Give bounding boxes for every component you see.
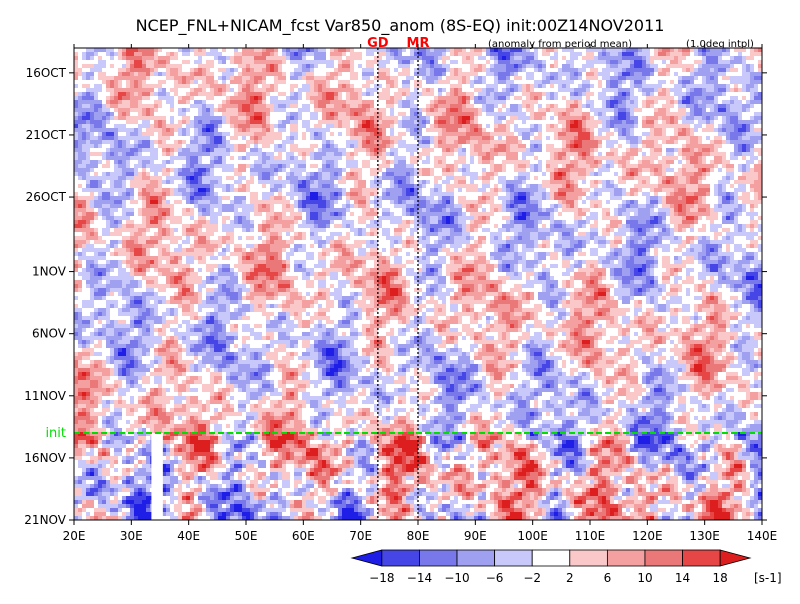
colorbar-swatch — [532, 550, 570, 566]
colorbar-tick-label: 6 — [604, 571, 612, 585]
x-tick-label: 140E — [747, 529, 778, 543]
x-tick-label: 130E — [689, 529, 720, 543]
x-tick-label: 70E — [349, 529, 372, 543]
colorbar-tick-label: −18 — [369, 571, 394, 585]
y-tick-label: 21NOV — [24, 513, 66, 527]
x-tick-label: 60E — [292, 529, 315, 543]
x-tick-label: 40E — [177, 529, 200, 543]
colorbar-tick-label: −14 — [407, 571, 432, 585]
x-tick-label: 110E — [575, 529, 606, 543]
x-tick-label: 50E — [235, 529, 258, 543]
colorbar-tick-label: −10 — [444, 571, 469, 585]
colorbar-tick-label: −2 — [523, 571, 541, 585]
y-tick-label: 16NOV — [24, 451, 66, 465]
colorbar-swatch — [457, 550, 495, 566]
colorbar-swatch — [352, 550, 382, 566]
colorbar: −18 −14 −10 −6 −2 2 6 10 14 18 [s-1] — [352, 550, 782, 585]
x-tick-label: 80E — [407, 529, 430, 543]
colorbar-swatch — [720, 550, 750, 566]
y-tick-label: 1NOV — [32, 265, 67, 279]
colorbar-swatch — [419, 550, 457, 566]
y-tick-label: 21OCT — [26, 128, 67, 142]
colorbar-swatch — [607, 550, 645, 566]
x-tick-label: 100E — [517, 529, 548, 543]
colorbar-tick-label: 18 — [713, 571, 728, 585]
x-tick-label: 30E — [120, 529, 143, 543]
y-tick-label: 16OCT — [26, 66, 67, 80]
no-data-band — [151, 433, 162, 520]
y-tick-label: 26OCT — [26, 190, 67, 204]
x-tick-label: 90E — [464, 529, 487, 543]
x-tick-label: 20E — [63, 529, 86, 543]
colorbar-swatch — [382, 550, 420, 566]
colorbar-swatch — [645, 550, 683, 566]
colorbar-swatch — [683, 550, 721, 566]
colorbar-swatch — [495, 550, 533, 566]
init-label: init — [45, 426, 66, 441]
y-tick-label: 6NOV — [32, 327, 67, 341]
colorbar-swatch — [570, 550, 608, 566]
colorbar-tick-label: 10 — [637, 571, 652, 585]
chart-title: NCEP_FNL+NICAM_fcst Var850_anom (8S-EQ) … — [136, 16, 665, 36]
marker-label-mr: MR — [407, 36, 430, 51]
colorbar-unit: [s-1] — [754, 571, 782, 585]
y-tick-label: 11NOV — [24, 389, 66, 403]
colorbar-tick-label: 14 — [675, 571, 690, 585]
colorbar-tick-label: −6 — [486, 571, 504, 585]
colorbar-tick-label: 2 — [566, 571, 574, 585]
x-tick-label: 120E — [632, 529, 663, 543]
marker-label-gd: GD — [367, 36, 389, 51]
